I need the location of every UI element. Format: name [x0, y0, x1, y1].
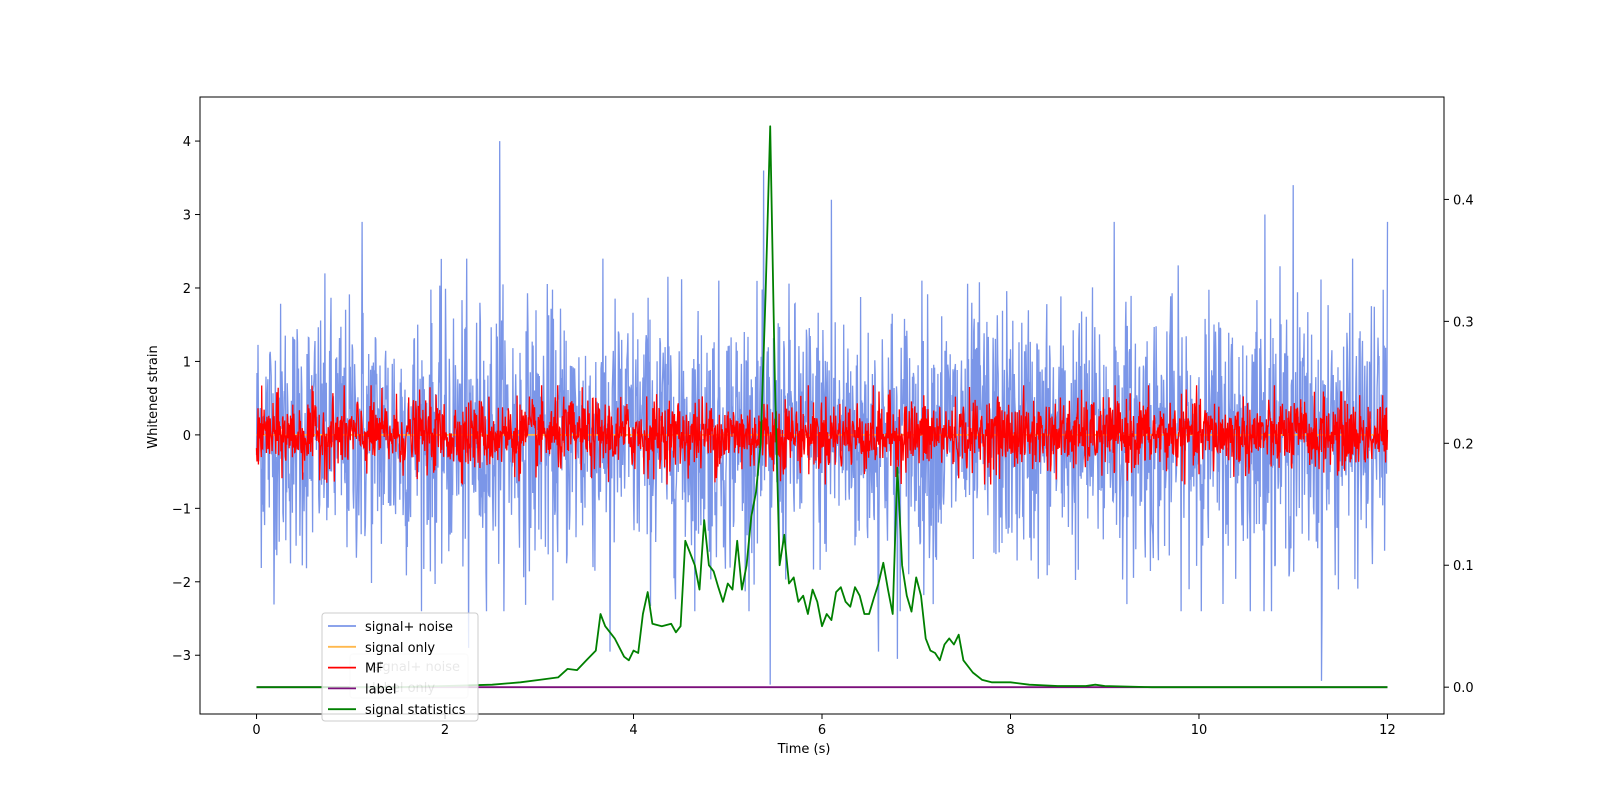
- y-left-tick-label: 2: [183, 282, 191, 297]
- y-right-tick-label: 0.4: [1453, 193, 1474, 208]
- x-tick-label: 6: [818, 723, 826, 738]
- y-left-tick-label: −3: [172, 649, 191, 664]
- legend-label: signal statistics: [365, 703, 466, 718]
- y-right-tick-label: 0.1: [1453, 559, 1474, 574]
- x-tick-label: 2: [441, 723, 449, 738]
- series-line-2: [255, 385, 1389, 485]
- y-right-tick-label: 0.2: [1453, 437, 1474, 452]
- y-left-tick-label: 4: [183, 135, 191, 150]
- x-tick-label: 12: [1379, 723, 1396, 738]
- y-axis-right: 0.0 0.1 0.2 0.3 0.4: [1444, 193, 1474, 696]
- y-left-tick-label: −1: [172, 502, 191, 517]
- x-tick-label: 0: [252, 723, 260, 738]
- y-left-tick-label: 1: [183, 355, 191, 370]
- y-left-tick-label: 3: [183, 209, 191, 224]
- y-axis-label: Whitened strain: [146, 345, 161, 448]
- x-tick-label: 8: [1006, 723, 1014, 738]
- y-right-tick-label: 0.0: [1453, 681, 1474, 696]
- legend-label: signal+ noise: [365, 620, 453, 635]
- legend: signal+ noiselabel onlysignal+ noisesign…: [321, 612, 479, 722]
- x-axis-label: Time (s): [777, 742, 831, 757]
- legend-label: signal only: [365, 641, 435, 656]
- x-tick-label: 10: [1191, 723, 1208, 738]
- legend-label: MF: [365, 662, 384, 677]
- legend-main: signal+ noise signal only MF label signal st…: [321, 612, 479, 722]
- x-tick-label: 4: [629, 723, 637, 738]
- y-left-tick-label: 0: [183, 429, 191, 444]
- legend-label: label: [365, 682, 396, 697]
- y-axis-left: −3 −2 −1 0 1 2 3 4: [172, 135, 200, 664]
- series-line-4: [256, 125, 1388, 689]
- legend-box: [321, 612, 479, 722]
- y-left-tick-label: −2: [172, 576, 191, 591]
- y-right-tick-label: 0.3: [1453, 315, 1474, 330]
